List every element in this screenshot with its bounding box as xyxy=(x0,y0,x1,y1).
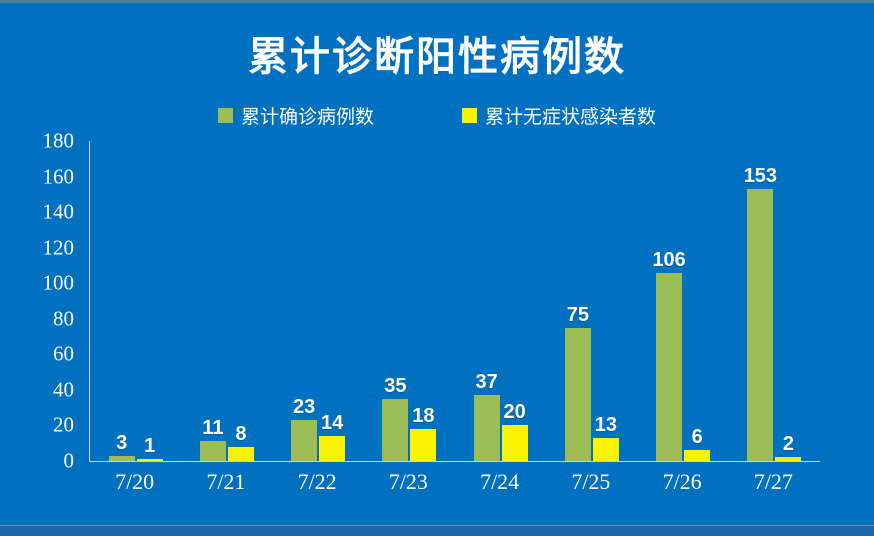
bar-item: 1 xyxy=(136,141,163,461)
bar-item: 18 xyxy=(410,141,437,461)
bar-value-label: 8 xyxy=(235,422,247,445)
y-axis: 0 20 40 60 80 100 120 140 160 180 xyxy=(0,129,80,473)
bar-value-label: 20 xyxy=(503,401,526,424)
bar-group: 153 2 xyxy=(729,141,820,461)
x-tick-label: 7/21 xyxy=(206,469,246,494)
bar xyxy=(473,395,500,461)
bar-item: 3 xyxy=(108,141,135,461)
bar-value-label: 1 xyxy=(144,435,156,458)
bar-group: 35 18 xyxy=(364,141,455,461)
bar-value-label: 23 xyxy=(293,396,316,419)
y-tick-label: 60 xyxy=(53,341,74,366)
bar-group: 23 14 xyxy=(273,141,364,461)
y-tick-label: 140 xyxy=(42,199,75,224)
y-tick-label: 40 xyxy=(53,377,74,402)
bar-value-label: 37 xyxy=(475,371,498,394)
bar xyxy=(775,457,802,461)
legend-label-asymptomatic: 累计无症状感染者数 xyxy=(485,107,657,128)
bar-group: 106 6 xyxy=(638,141,729,461)
bar-value-label: 106 xyxy=(652,248,686,271)
bar-group: 75 13 xyxy=(546,141,637,461)
bar xyxy=(684,450,711,461)
plot-area: 3 1 11 8 23 14 35 18 37 20 75 13 106 6 153 2 xyxy=(89,141,820,462)
bottom-edge-strip xyxy=(0,525,874,536)
bar xyxy=(227,446,254,461)
x-axis: 7/20 7/21 7/22 7/23 7/24 7/25 7/26 7/27 xyxy=(89,469,819,495)
bar-item: 14 xyxy=(319,141,346,461)
y-tick-label: 160 xyxy=(42,164,75,189)
bar xyxy=(410,429,437,461)
x-tick-label: 7/26 xyxy=(662,469,702,494)
x-tick-label: 7/25 xyxy=(571,469,611,494)
bar-item: 37 xyxy=(473,141,500,461)
bar xyxy=(592,437,619,461)
bar-value-label: 75 xyxy=(566,303,589,326)
y-tick-label: 100 xyxy=(42,270,75,295)
y-tick-label: 180 xyxy=(42,128,75,153)
bar-value-label: 153 xyxy=(743,165,778,187)
y-tick-label: 0 xyxy=(63,448,75,473)
legend-item-asymptomatic: 累计无症状感染者数 xyxy=(462,102,656,129)
bar xyxy=(319,436,346,461)
bar-group: 11 8 xyxy=(181,141,272,461)
legend: 累计确诊病例数 累计无症状感染者数 xyxy=(0,102,874,129)
y-tick-label: 20 xyxy=(53,412,74,437)
bar-value-label: 13 xyxy=(594,413,617,436)
bar-group: 37 20 xyxy=(455,141,546,461)
bar-item: 13 xyxy=(592,141,619,461)
bar xyxy=(108,455,135,461)
bar xyxy=(199,441,226,461)
y-tick-label: 120 xyxy=(42,235,75,260)
bar-item: 2 xyxy=(775,141,802,461)
bar-value-label: 35 xyxy=(384,374,407,397)
legend-swatch-asymptomatic xyxy=(462,108,477,123)
bar-value-label: 6 xyxy=(691,426,703,449)
bar-item: 153 xyxy=(744,141,777,461)
bar xyxy=(136,459,163,461)
x-tick-label: 7/22 xyxy=(297,469,337,494)
bar xyxy=(747,189,774,461)
bar xyxy=(291,420,318,461)
legend-item-confirmed: 累计确诊病例数 xyxy=(217,102,374,129)
bar-value-label: 2 xyxy=(782,433,794,456)
bar xyxy=(382,398,409,461)
bar-value-label: 18 xyxy=(412,405,435,427)
x-tick-label: 7/23 xyxy=(388,469,428,494)
bar-item: 75 xyxy=(564,141,591,461)
bar xyxy=(656,272,683,461)
bar-item: 20 xyxy=(501,141,528,461)
bar-item: 8 xyxy=(227,141,254,461)
x-tick-label: 7/27 xyxy=(753,469,793,494)
bar-value-label: 3 xyxy=(116,431,128,454)
top-edge-strip xyxy=(0,0,874,3)
bar-item: 6 xyxy=(684,141,711,461)
x-tick-label: 7/20 xyxy=(115,469,155,494)
bar-item: 23 xyxy=(291,141,318,461)
legend-label-confirmed: 累计确诊病例数 xyxy=(240,107,374,128)
bar-value-label: 11 xyxy=(202,417,224,440)
bar xyxy=(564,327,591,461)
x-tick-label: 7/24 xyxy=(480,469,520,494)
y-tick-label: 80 xyxy=(53,306,74,331)
bar-item: 106 xyxy=(652,141,686,461)
bar-item: 11 xyxy=(199,141,226,461)
chart-title: 累计诊断阳性病例数 xyxy=(248,35,626,79)
bar xyxy=(501,425,528,461)
bar-value-label: 14 xyxy=(321,412,344,435)
bar-item: 35 xyxy=(382,141,409,461)
legend-swatch-confirmed xyxy=(217,108,233,123)
